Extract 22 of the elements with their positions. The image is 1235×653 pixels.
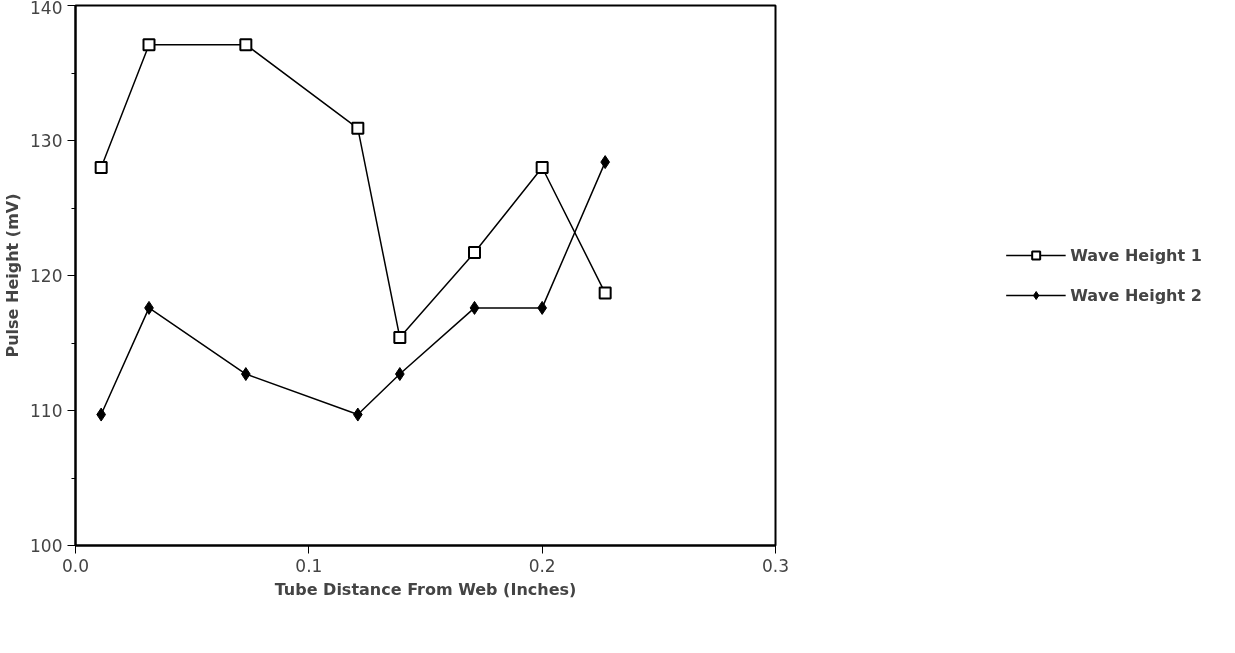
y-tick-label: 130: [30, 131, 63, 151]
x-axis-title: Tube Distance From Web (Inches): [274, 579, 577, 599]
x-tick-label: 0.0: [61, 555, 90, 576]
point: [239, 38, 253, 52]
point: [598, 286, 612, 300]
point: [351, 121, 365, 135]
point: [468, 246, 481, 260]
y-axis-title: Pulse Height (mV): [3, 193, 23, 358]
y-tick-label: 100: [30, 536, 63, 556]
point: [535, 161, 549, 174]
point: [94, 161, 108, 174]
x-tick-label: 0.1: [295, 555, 323, 576]
point: [393, 331, 407, 345]
y-tick-label: 140: [30, 0, 63, 18]
legend-label: Wave Height 1: [1070, 245, 1202, 265]
x-tick-label: 0.3: [761, 555, 790, 576]
point: [469, 300, 480, 315]
y-tick-label: 110: [30, 401, 63, 421]
x-tick-label: 0.2: [528, 555, 556, 576]
point: [142, 38, 156, 52]
y-tick-label: 120: [30, 266, 63, 286]
legend-label: Wave Height 2: [1070, 285, 1202, 305]
